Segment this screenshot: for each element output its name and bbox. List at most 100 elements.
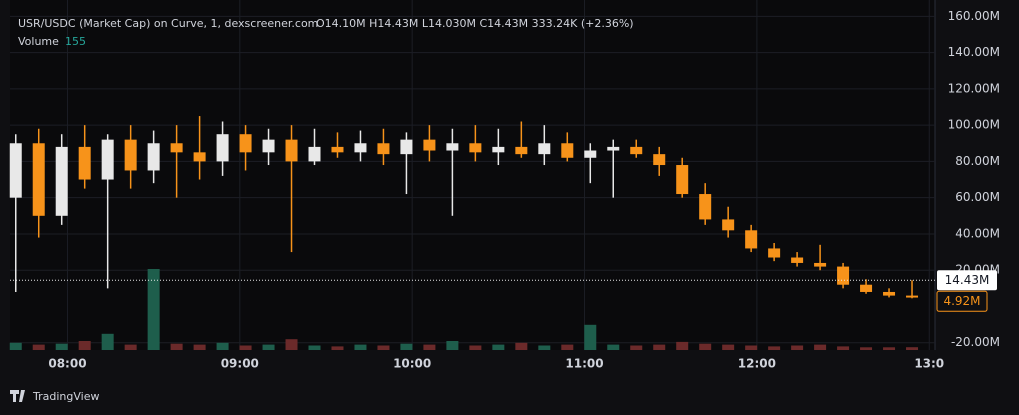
volume-bar — [791, 345, 804, 350]
volume-bar — [285, 339, 298, 350]
candle-body — [515, 146, 528, 155]
volume-bar — [906, 347, 919, 350]
candle-body — [147, 143, 160, 171]
y-tick-label: 100.00M — [948, 118, 1000, 132]
volume-bar — [101, 333, 114, 350]
y-tick-label: 80.00M — [955, 154, 1000, 168]
candle-body — [285, 139, 298, 162]
candle-body — [193, 152, 206, 162]
candle-body — [354, 143, 367, 153]
x-tick-label: 12:00 — [738, 357, 776, 371]
candle-body — [32, 143, 45, 216]
candle-body — [239, 134, 252, 153]
candle-body — [653, 154, 666, 166]
y-tick-label: 120.00M — [948, 81, 1000, 95]
candle-body — [9, 143, 22, 198]
x-tick-label: 08:00 — [48, 357, 86, 371]
volume-bar — [354, 344, 367, 350]
candle-body — [400, 139, 413, 155]
volume-bar — [860, 347, 873, 350]
volume-bar — [469, 345, 482, 350]
candle-body — [55, 146, 68, 216]
price-label: 4.92M — [943, 294, 980, 308]
candle-body — [423, 139, 436, 151]
candle-body — [262, 139, 275, 153]
volume-bar — [446, 341, 459, 350]
y-tick-label: 160.00M — [948, 9, 1000, 23]
x-tick-label: 11:00 — [565, 357, 603, 371]
candle-body — [722, 219, 735, 231]
volume-bar — [377, 345, 390, 350]
candle-body — [860, 284, 873, 292]
volume-bar — [538, 345, 551, 350]
candle-body — [308, 146, 321, 162]
volume-bar — [676, 341, 689, 350]
candle-body — [124, 139, 137, 171]
candle-body — [814, 262, 827, 267]
candle-body — [377, 143, 390, 155]
candle-body — [676, 165, 689, 195]
candle-body — [446, 143, 459, 151]
candle-body — [883, 291, 896, 296]
x-tick-label: 09:00 — [221, 357, 259, 371]
candle-body — [745, 230, 758, 249]
candle-body — [791, 257, 804, 263]
volume-bar — [308, 345, 321, 350]
plot-area — [10, 0, 935, 350]
candle-body — [216, 134, 229, 162]
volume-bar — [193, 344, 206, 350]
candle-body — [331, 146, 344, 153]
candle-body — [469, 143, 482, 153]
volume-value: 155 — [65, 35, 86, 48]
x-tick-label: 10:00 — [393, 357, 431, 371]
volume-bar — [814, 344, 827, 350]
volume-bar — [124, 344, 137, 350]
candle-body — [101, 139, 114, 180]
brand: TradingView — [32, 390, 99, 403]
candle-body — [837, 266, 850, 285]
candle-body — [584, 150, 597, 158]
volume-bar — [147, 269, 160, 350]
candle-body — [492, 146, 505, 153]
volume-bar — [331, 346, 344, 350]
brand-logo — [10, 390, 25, 402]
volume-bar — [630, 345, 643, 350]
volume-bar — [768, 346, 781, 350]
candle-body — [630, 146, 643, 155]
x-tick-label: 13:0 — [914, 357, 944, 371]
volume-bar — [423, 344, 436, 350]
y-tick-label: -20.00M — [951, 335, 1000, 349]
price-label-box — [937, 270, 997, 291]
chart-title: USR/USDC (Market Cap) on Curve, 1, dexsc… — [18, 17, 318, 30]
volume-bar — [584, 324, 597, 350]
volume-bar — [239, 345, 252, 350]
candle-body — [699, 194, 712, 220]
volume-bar — [400, 343, 413, 350]
candle-body — [170, 143, 183, 153]
ohlc-legend: O14.10M H14.43M L14.030M C14.43M 333.24K… — [316, 17, 634, 30]
price-label: 14.43M — [945, 273, 990, 287]
candle-body — [561, 143, 574, 158]
volume-bar — [262, 344, 275, 350]
candle-body — [768, 248, 781, 258]
volume-bar — [55, 343, 68, 350]
y-tick-label: 60.00M — [955, 190, 1000, 204]
volume-bar — [170, 343, 183, 350]
volume-bar — [515, 342, 528, 350]
volume-bar — [9, 342, 22, 350]
volume-bar — [883, 347, 896, 350]
volume-label: Volume — [18, 35, 59, 48]
volume-bar — [745, 345, 758, 350]
volume-bar — [216, 342, 229, 350]
volume-bar — [837, 346, 850, 350]
candle-body — [906, 295, 919, 298]
volume-bar — [653, 344, 666, 350]
price-label-box — [936, 290, 988, 312]
candle-body — [78, 146, 91, 180]
volume-bar — [722, 344, 735, 350]
volume-bar — [699, 343, 712, 350]
y-tick-label: 140.00M — [948, 45, 1000, 59]
volume-bar — [561, 344, 574, 350]
volume-bar — [32, 344, 45, 350]
